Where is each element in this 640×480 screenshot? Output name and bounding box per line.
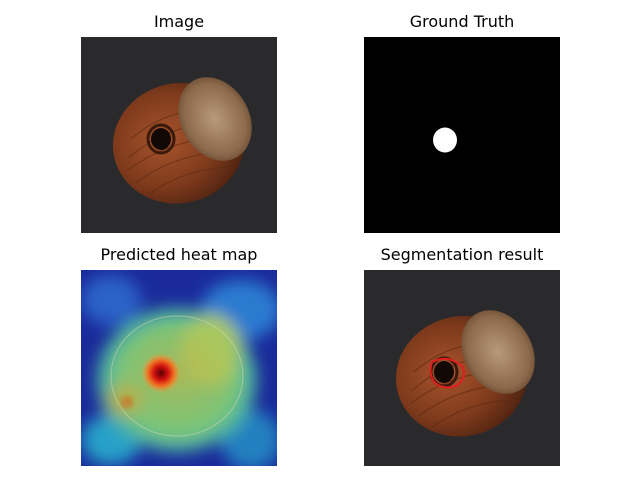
hazelnut-image xyxy=(81,37,277,233)
ground-truth-mask xyxy=(364,37,560,233)
panel-title-segmentation: Segmentation result xyxy=(380,245,544,264)
segmentation-image xyxy=(364,270,560,466)
panel-title-heat-map: Predicted heat map xyxy=(100,245,258,264)
panel-heat-map xyxy=(81,270,277,466)
panel-segmentation xyxy=(364,270,560,466)
segmentation-contour xyxy=(429,357,465,389)
panel-image xyxy=(81,37,277,233)
panel-title-image: Image xyxy=(153,12,205,31)
panel-title-ground-truth: Ground Truth xyxy=(409,12,515,31)
heat-map-image xyxy=(81,270,277,466)
panel-ground-truth xyxy=(364,37,560,233)
